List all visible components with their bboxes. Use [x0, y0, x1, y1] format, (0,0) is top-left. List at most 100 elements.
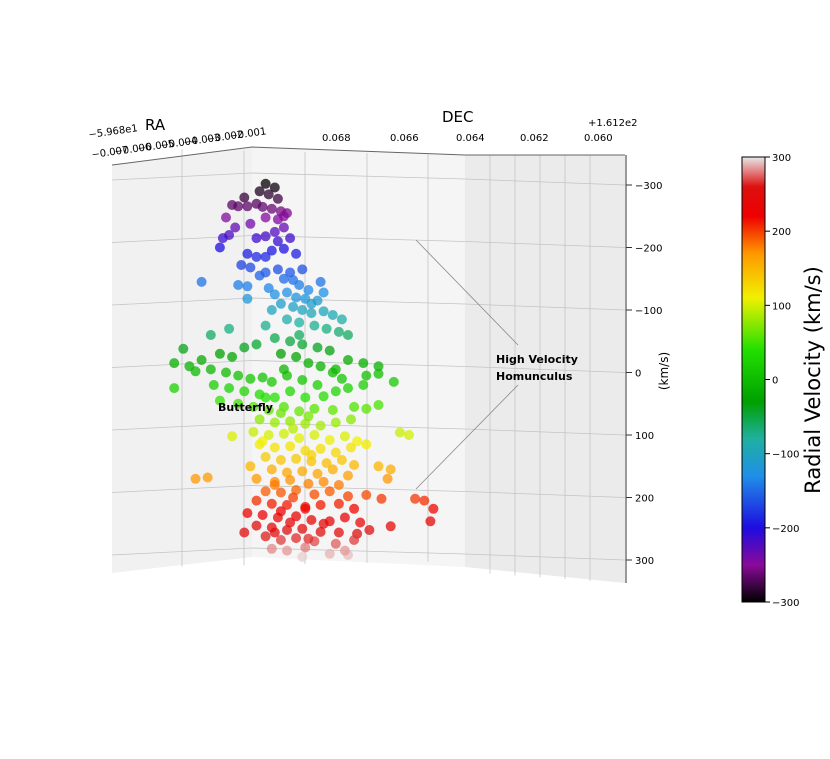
data-point	[236, 260, 247, 270]
ra-tick-label: −0.006	[114, 142, 152, 158]
data-point	[205, 364, 216, 375]
data-point	[257, 510, 268, 520]
data-point	[300, 503, 311, 514]
data-point	[196, 276, 207, 287]
dec-tick-label: 0.060	[584, 133, 613, 144]
data-point	[242, 281, 253, 292]
data-point	[327, 464, 338, 475]
data-point	[364, 525, 375, 535]
data-point	[248, 401, 259, 412]
data-point	[291, 351, 302, 362]
data-point	[309, 320, 320, 331]
data-point	[349, 401, 360, 412]
data-point	[266, 245, 277, 256]
data-point	[248, 426, 259, 437]
data-point	[282, 500, 292, 510]
data-point	[269, 226, 280, 237]
data-point	[352, 436, 363, 447]
data-point	[230, 222, 241, 233]
data-point	[291, 485, 302, 495]
data-point	[288, 301, 299, 312]
data-point	[333, 527, 344, 538]
data-point	[266, 305, 277, 315]
data-point	[300, 418, 311, 429]
dec-tick-label: 0.068	[322, 133, 351, 144]
data-point	[373, 400, 384, 410]
data-point	[291, 453, 302, 464]
data-point	[297, 305, 308, 315]
data-point	[333, 326, 344, 337]
data-point	[376, 493, 387, 504]
data-point	[303, 478, 314, 489]
data-point	[278, 428, 289, 439]
data-point	[373, 361, 384, 372]
data-point	[303, 285, 314, 295]
data-point	[318, 476, 329, 487]
grid-lines	[111, 146, 626, 581]
data-point	[373, 368, 384, 379]
data-point	[349, 503, 360, 514]
data-point	[324, 345, 335, 356]
data-point	[343, 470, 353, 481]
data-point	[214, 348, 225, 359]
colorbar-tick-label: −100	[772, 450, 799, 461]
data-point	[294, 406, 305, 417]
data-point	[282, 467, 292, 478]
data-point	[346, 442, 356, 453]
data-point	[217, 233, 228, 244]
data-point	[294, 330, 305, 340]
data-point	[294, 280, 305, 290]
data-point	[339, 545, 350, 556]
data-point	[278, 211, 289, 222]
data-point	[343, 383, 353, 394]
data-point	[303, 358, 314, 369]
data-point	[263, 283, 274, 294]
data-point	[297, 523, 308, 534]
data-point	[285, 386, 296, 397]
data-point	[233, 370, 244, 381]
data-point	[321, 458, 332, 469]
data-point	[278, 273, 289, 284]
data-point	[251, 473, 262, 484]
data-point	[394, 427, 405, 438]
data-point	[190, 366, 201, 377]
data-point	[288, 423, 299, 434]
data-point	[266, 464, 277, 475]
data-point	[178, 343, 189, 354]
data-point	[297, 466, 308, 477]
data-point	[327, 367, 338, 378]
data-point	[242, 201, 253, 212]
data-point	[288, 492, 299, 503]
data-point	[272, 193, 283, 204]
data-point	[208, 380, 219, 390]
ra-tick-label: −0.001	[229, 126, 267, 142]
data-point	[306, 450, 317, 460]
velocity-axis-label: (km/s)	[657, 352, 671, 390]
data-point	[221, 367, 231, 378]
data-point	[242, 293, 253, 304]
data-point	[346, 414, 356, 425]
data-point	[336, 373, 347, 384]
data-point	[297, 339, 308, 350]
data-point	[239, 386, 250, 397]
data-point	[361, 403, 372, 414]
data-point	[309, 430, 320, 440]
data-point	[343, 491, 353, 502]
data-point	[245, 461, 256, 472]
data-point	[303, 533, 314, 544]
data-point	[428, 503, 439, 514]
data-point	[291, 511, 302, 522]
data-point	[343, 330, 353, 340]
data-point	[358, 358, 369, 369]
data-point	[385, 464, 396, 475]
data-point	[312, 342, 323, 353]
data-point	[327, 405, 338, 415]
data-point	[266, 498, 277, 509]
velocity-tick-label: 0	[635, 369, 641, 380]
data-point	[260, 531, 271, 542]
data-point	[339, 512, 350, 523]
data-point	[327, 310, 338, 320]
data-point	[291, 248, 302, 259]
data-point	[349, 460, 360, 470]
